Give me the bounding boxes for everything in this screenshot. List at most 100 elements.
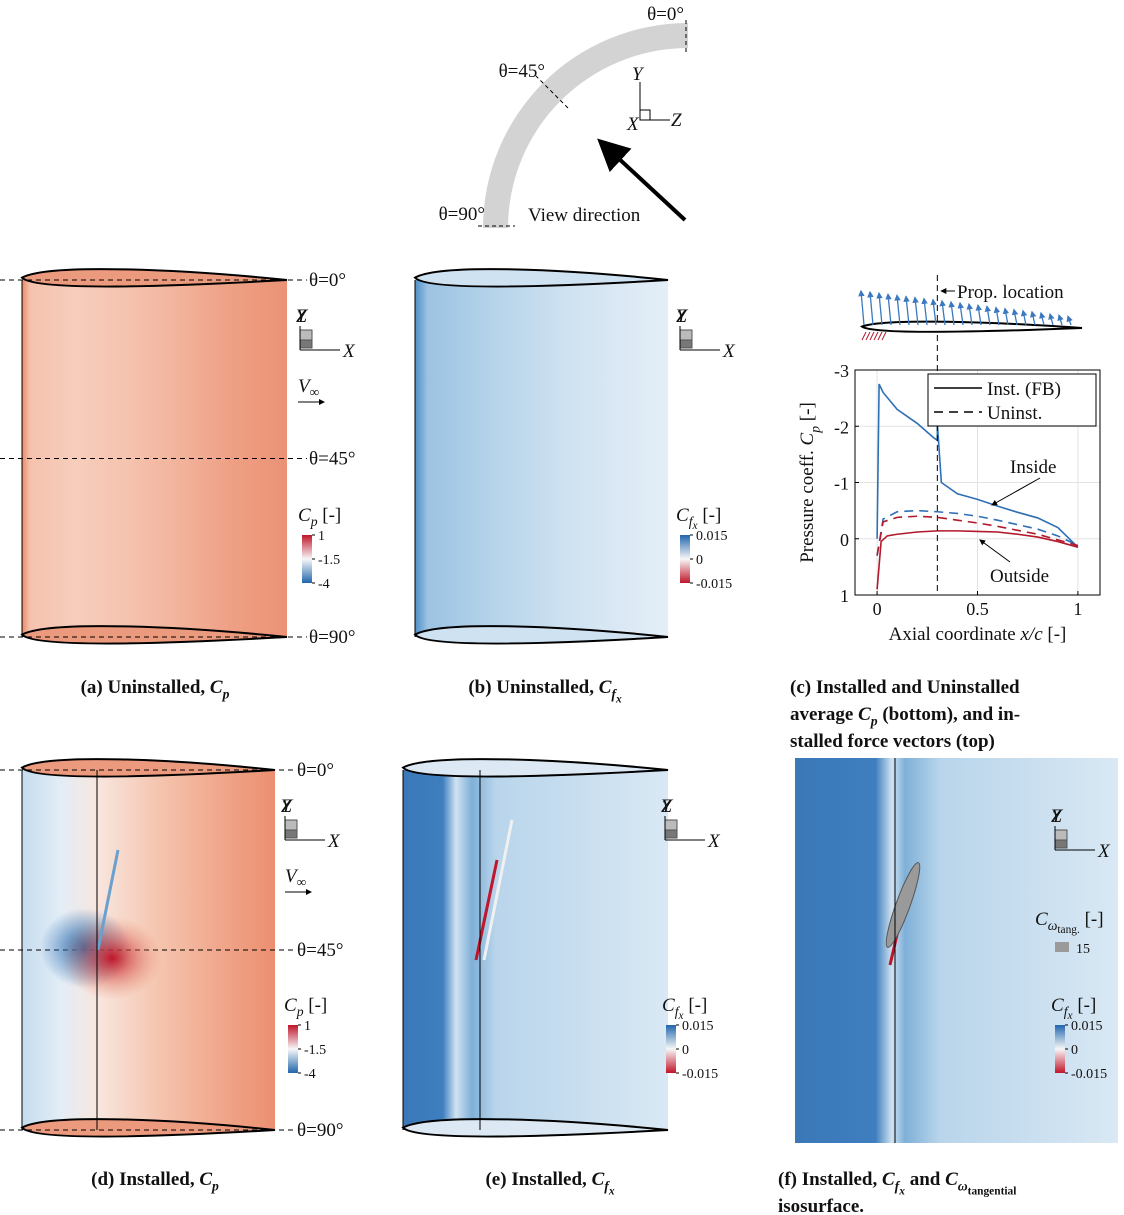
colorbar-tick-label: 1 — [304, 1019, 311, 1034]
y-tick-label: 0 — [840, 530, 849, 550]
axis-label: Y — [632, 64, 645, 85]
text-part: (b) Uninstalled, — [468, 677, 598, 698]
text-part: ∞ — [310, 385, 320, 400]
text-part: [-] — [797, 402, 818, 426]
text-part: C — [599, 677, 612, 698]
axis-label: Y — [296, 306, 309, 327]
annotation-arrow — [991, 477, 1041, 506]
colorbar-tick-label: -1.5 — [318, 553, 340, 568]
force-vector — [876, 291, 883, 326]
axis-label: X — [722, 341, 736, 362]
text-part: [-] — [698, 505, 722, 526]
force-vector — [1057, 313, 1064, 326]
rich-text: Cfx [-] — [676, 505, 721, 532]
force-vector — [966, 302, 973, 326]
text-part: (bottom), and in- — [878, 704, 1021, 725]
airfoil — [413, 625, 669, 645]
view-direction-label: View direction — [528, 205, 641, 226]
text-part: x/c — [1020, 624, 1044, 645]
triad-box — [1054, 839, 1068, 849]
colorbar — [680, 535, 690, 583]
text-part: f — [611, 687, 617, 702]
text-part: C — [199, 1169, 212, 1190]
axis-label: Z — [1051, 806, 1062, 827]
airfoil — [20, 625, 288, 645]
text-part: stalled force vectors (top) — [790, 731, 995, 752]
axis-label: Y — [281, 796, 294, 817]
text-part: isosurface. — [778, 1196, 864, 1215]
data-line — [876, 530, 1079, 590]
force-vector — [877, 331, 883, 341]
axis-label: X — [626, 114, 640, 135]
force-vector — [1039, 311, 1046, 326]
text-part: C — [1051, 995, 1064, 1016]
force-vector — [1020, 309, 1028, 326]
rich-text: Cp [-] — [298, 505, 341, 529]
axis-label: X — [342, 341, 356, 362]
x-tick-label: 1 — [1073, 599, 1082, 619]
text-part: f — [1064, 1004, 1070, 1019]
text-part: f — [895, 1179, 901, 1194]
triad-box — [284, 829, 298, 839]
text-part: C — [210, 677, 223, 698]
y-tick-label: 1 — [840, 586, 849, 606]
text-part: C — [284, 995, 297, 1016]
text-part: C — [858, 704, 871, 725]
text-part: p — [211, 1179, 219, 1194]
rich-text: (e) Installed, Cfx — [485, 1169, 614, 1198]
force-vector — [993, 306, 1001, 326]
force-vector — [957, 301, 964, 326]
text-part: [-] — [318, 505, 342, 526]
text-part: f — [689, 514, 695, 529]
text-part: C — [676, 505, 689, 526]
rich-text: V∞ — [298, 376, 319, 400]
axis-label: Y — [676, 306, 689, 327]
rich-text: Pressure coeff. Cp [-] — [797, 402, 822, 563]
axis-label: Z — [671, 110, 682, 131]
annotation: Outside — [990, 566, 1049, 587]
colorbar — [302, 535, 312, 583]
force-vector — [1066, 315, 1073, 326]
text-part: x — [692, 520, 698, 532]
theta-marker — [535, 75, 569, 109]
text-part: and — [905, 1169, 945, 1190]
force-vector — [867, 290, 874, 326]
rich-text: (b) Uninstalled, Cfx — [468, 677, 622, 706]
text-part: tangential — [968, 1186, 1017, 1198]
isosurface-value: 15 — [1076, 942, 1090, 957]
axis-label: Z — [296, 306, 307, 327]
text-part: p — [870, 714, 878, 729]
text-part: ∞ — [297, 875, 307, 890]
force-vector — [939, 299, 946, 326]
theta-label: θ=45° — [309, 449, 355, 470]
rich-text: (d) Installed, Cp — [91, 1169, 219, 1194]
text-part: [-] — [1043, 624, 1067, 645]
force-vector — [984, 305, 992, 326]
colorbar-tick-label: -1.5 — [304, 1043, 326, 1058]
text-part: ω — [958, 1179, 968, 1194]
text-part: C — [662, 995, 675, 1016]
text-part: [-] — [684, 995, 708, 1016]
text-part: C — [945, 1169, 958, 1190]
text-part: C — [797, 432, 818, 445]
surface-field — [415, 280, 668, 637]
colorbar-tick-label: 0 — [682, 1043, 689, 1058]
rich-text: (f) Installed, Cfx and Cωtangential — [778, 1169, 1016, 1198]
triad-box — [679, 329, 693, 341]
colorbar-tick-label: -4 — [318, 577, 330, 592]
rich-text: Axial coordinate x/c [-] — [889, 624, 1067, 645]
force-vector — [1011, 308, 1019, 326]
text-part: f — [604, 1179, 610, 1194]
text-part: f — [675, 1004, 681, 1019]
text-part: x — [678, 1010, 684, 1022]
theta-label: θ=0° — [309, 270, 346, 291]
triad-box — [664, 819, 678, 831]
theta-label: θ=90° — [297, 1120, 343, 1141]
annotation: Inside — [1010, 457, 1056, 478]
text-part: V — [298, 376, 312, 397]
theta-label: θ=90° — [439, 204, 485, 225]
force-vector — [948, 300, 955, 326]
rich-text: isosurface. — [778, 1196, 864, 1215]
wing-arc — [483, 23, 688, 228]
